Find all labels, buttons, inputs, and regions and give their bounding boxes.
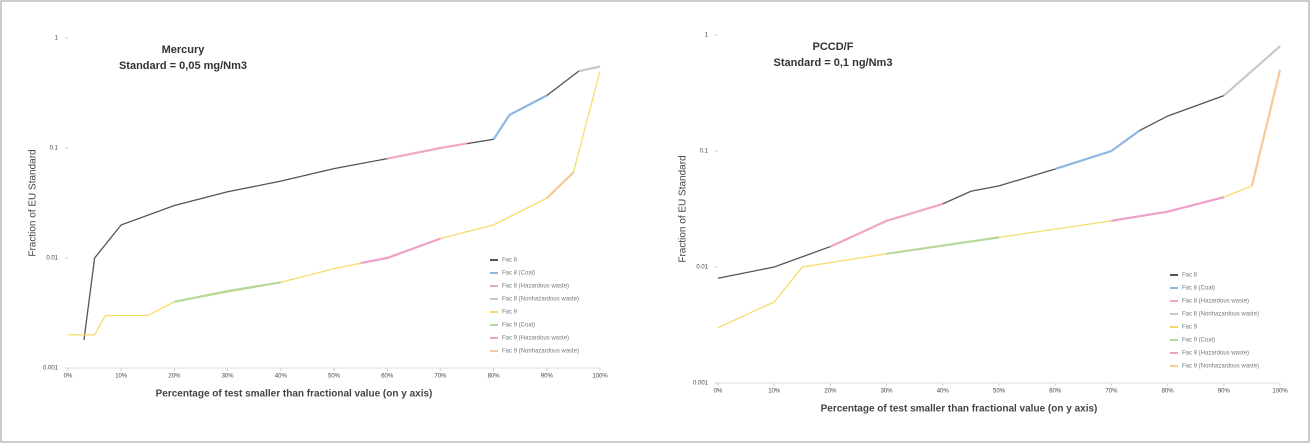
series-line bbox=[1250, 69, 1282, 187]
series-line bbox=[1223, 45, 1281, 97]
legend-label: Fac 9 bbox=[502, 310, 518, 316]
x-tick-label: 0% bbox=[64, 374, 73, 380]
x-tick-label: 30% bbox=[222, 374, 235, 380]
x-tick-label: 40% bbox=[937, 389, 950, 395]
x-axis-label: Percentage of test smaller than fraction… bbox=[821, 404, 1098, 415]
x-tick-label: 90% bbox=[541, 374, 554, 380]
y-tick-label: 0.001 bbox=[693, 381, 709, 387]
legend-label: Fac 9 bbox=[1182, 325, 1198, 331]
legend-label: Fac 8 (Hazardous waste) bbox=[502, 284, 569, 290]
x-tick-label: 30% bbox=[881, 389, 894, 395]
series-line bbox=[68, 70, 601, 336]
title: Mercury bbox=[162, 44, 206, 56]
x-tick-label: 20% bbox=[824, 389, 837, 395]
legend-label: Fac 9 (Nonhazardous waste) bbox=[1182, 364, 1259, 370]
x-tick-label: 10% bbox=[768, 389, 781, 395]
legend-label: Fac 8 (Nonhazardous waste) bbox=[1182, 312, 1259, 318]
x-axis-label: Percentage of test smaller than fraction… bbox=[156, 389, 433, 400]
x-tick-label: 100% bbox=[592, 374, 608, 380]
legend-label: Fac 8 bbox=[1182, 273, 1198, 279]
x-tick-label: 0% bbox=[714, 389, 723, 395]
y-tick-label: 0.1 bbox=[50, 146, 59, 152]
x-tick-label: 50% bbox=[993, 389, 1006, 395]
title: PCCD/F bbox=[813, 41, 854, 53]
legend-label: Fac 8 (Nonhazardous waste) bbox=[502, 297, 579, 303]
x-tick-label: 60% bbox=[381, 374, 394, 380]
y-tick-label: 1 bbox=[55, 36, 59, 42]
series-line bbox=[174, 281, 281, 303]
legend-label: Fac 8 (Coal) bbox=[1182, 286, 1215, 292]
series-line bbox=[578, 65, 601, 73]
series-line bbox=[546, 171, 575, 199]
x-tick-label: 70% bbox=[1105, 389, 1118, 395]
x-tick-label: 90% bbox=[1218, 389, 1231, 395]
series-line bbox=[717, 69, 1281, 329]
series-line bbox=[717, 45, 1281, 279]
x-tick-label: 50% bbox=[328, 374, 341, 380]
series-line bbox=[1054, 129, 1141, 171]
subtitle: Standard = 0,05 mg/Nm3 bbox=[119, 60, 247, 72]
legend-label: Fac 8 bbox=[502, 258, 518, 264]
x-tick-label: 100% bbox=[1272, 389, 1288, 395]
legend-label: Fac 9 (Hazardous waste) bbox=[502, 336, 569, 342]
legend-label: Fac 9 (Nonhazardous waste) bbox=[502, 349, 579, 355]
x-tick-label: 80% bbox=[488, 374, 501, 380]
y-tick-label: 1 bbox=[705, 33, 709, 39]
legend-label: Fac 9 (Coal) bbox=[502, 323, 535, 329]
y-tick-label: 0.1 bbox=[700, 149, 709, 155]
x-tick-label: 10% bbox=[115, 374, 128, 380]
series-line bbox=[829, 202, 944, 248]
series-line bbox=[1111, 196, 1225, 222]
x-tick-label: 40% bbox=[275, 374, 288, 380]
x-tick-label: 60% bbox=[1049, 389, 1062, 395]
legend-label: Fac 9 (Hazardous waste) bbox=[1182, 351, 1249, 357]
legend-label: Fac 8 (Hazardous waste) bbox=[1182, 299, 1249, 305]
series-line bbox=[386, 142, 468, 160]
y-axis-label: Fraction of EU Standard bbox=[678, 155, 689, 262]
y-tick-label: 0.001 bbox=[43, 366, 59, 372]
subtitle: Standard = 0,1 ng/Nm3 bbox=[774, 57, 893, 69]
series-line bbox=[886, 236, 1000, 255]
y-tick-label: 0.01 bbox=[46, 256, 58, 262]
legend-label: Fac 9 (Coal) bbox=[1182, 338, 1215, 344]
x-tick-label: 80% bbox=[1162, 389, 1175, 395]
series-line bbox=[360, 237, 441, 265]
y-tick-label: 0.01 bbox=[696, 265, 708, 271]
series-line bbox=[492, 94, 548, 140]
x-tick-label: 20% bbox=[168, 374, 181, 380]
y-axis-label: Fraction of EU Standard bbox=[28, 149, 39, 256]
x-tick-label: 70% bbox=[434, 374, 447, 380]
legend-label: Fac 8 (Coal) bbox=[502, 271, 535, 277]
